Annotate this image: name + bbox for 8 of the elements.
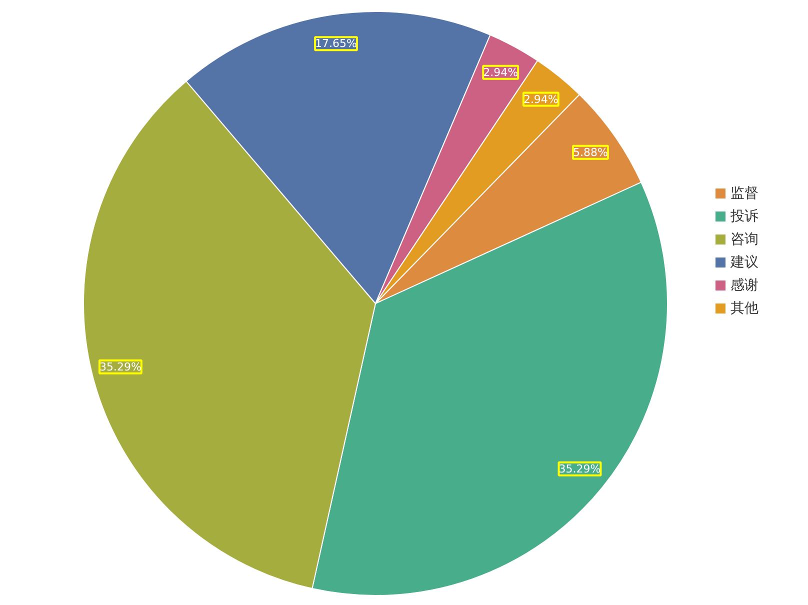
legend-label: 监督 <box>730 186 758 202</box>
legend-label: 其他 <box>730 300 758 316</box>
legend-label: 咨询 <box>730 232 758 248</box>
legend-label: 建议 <box>730 254 758 270</box>
data-label: 2.94% <box>523 92 558 106</box>
data-label: 35.29% <box>99 360 142 374</box>
legend-label: 感谢 <box>730 278 758 294</box>
legend-label: 投诉 <box>730 208 758 224</box>
